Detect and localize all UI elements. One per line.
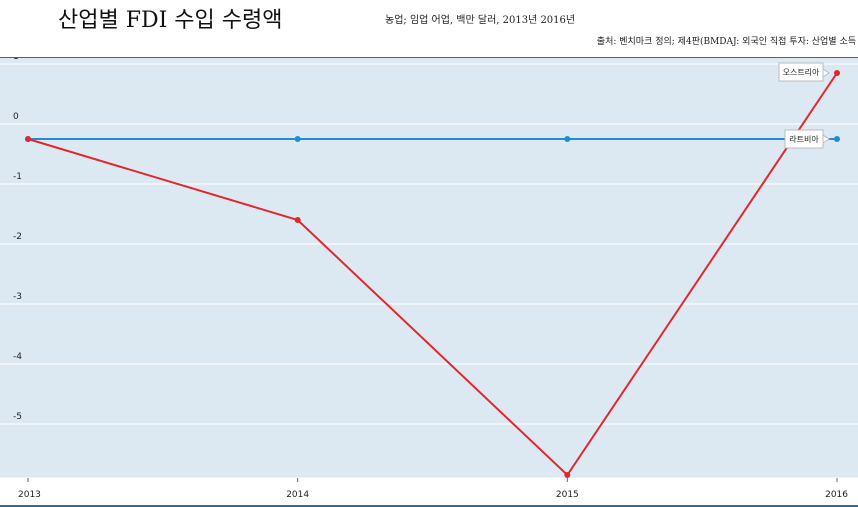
y-tick-label: -3 (13, 292, 22, 302)
y-tick-label: 0 (13, 112, 19, 122)
y-tick-label: -1 (13, 172, 22, 182)
x-tick-label: 2015 (556, 490, 579, 500)
data-point (564, 136, 571, 142)
data-point (294, 217, 301, 223)
series-line (27, 72, 838, 477)
data-point (564, 472, 571, 478)
y-tick-label: -4 (13, 352, 22, 362)
data-point (834, 136, 840, 142)
data-point (294, 136, 301, 142)
x-tick-label: 2016 (825, 490, 848, 500)
x-tick-label: 2014 (286, 490, 309, 500)
plot-background (0, 58, 858, 478)
y-tick-label: 1 (13, 58, 19, 62)
series-tag-label: 라트비아 (789, 134, 819, 144)
y-tick-label: -2 (13, 232, 22, 242)
chart-source: 출처: 벤치마크 정의; 제4판(BMDAJ: 외국인 직접 투자: 산업별 소… (596, 37, 856, 47)
data-point (834, 70, 840, 76)
chart-subtitle: 농업; 임업 어업, 백만 달러, 2013년 2016년 (385, 15, 576, 26)
y-tick-label: -5 (13, 412, 22, 422)
chart-title: 산업별 FDI 수입 수령액 (58, 8, 283, 33)
chart-header: 산업별 FDI 수입 수령액 농업; 임업 어업, 백만 달러, 2013년 2… (0, 0, 858, 58)
x-tick-label: 2013 (18, 490, 41, 500)
data-point (25, 136, 31, 142)
series-tag-label: 오스트리아 (783, 67, 820, 77)
header-rule (0, 57, 858, 58)
series-tag-pointer (822, 68, 830, 78)
series-tag-pointer (822, 134, 830, 144)
